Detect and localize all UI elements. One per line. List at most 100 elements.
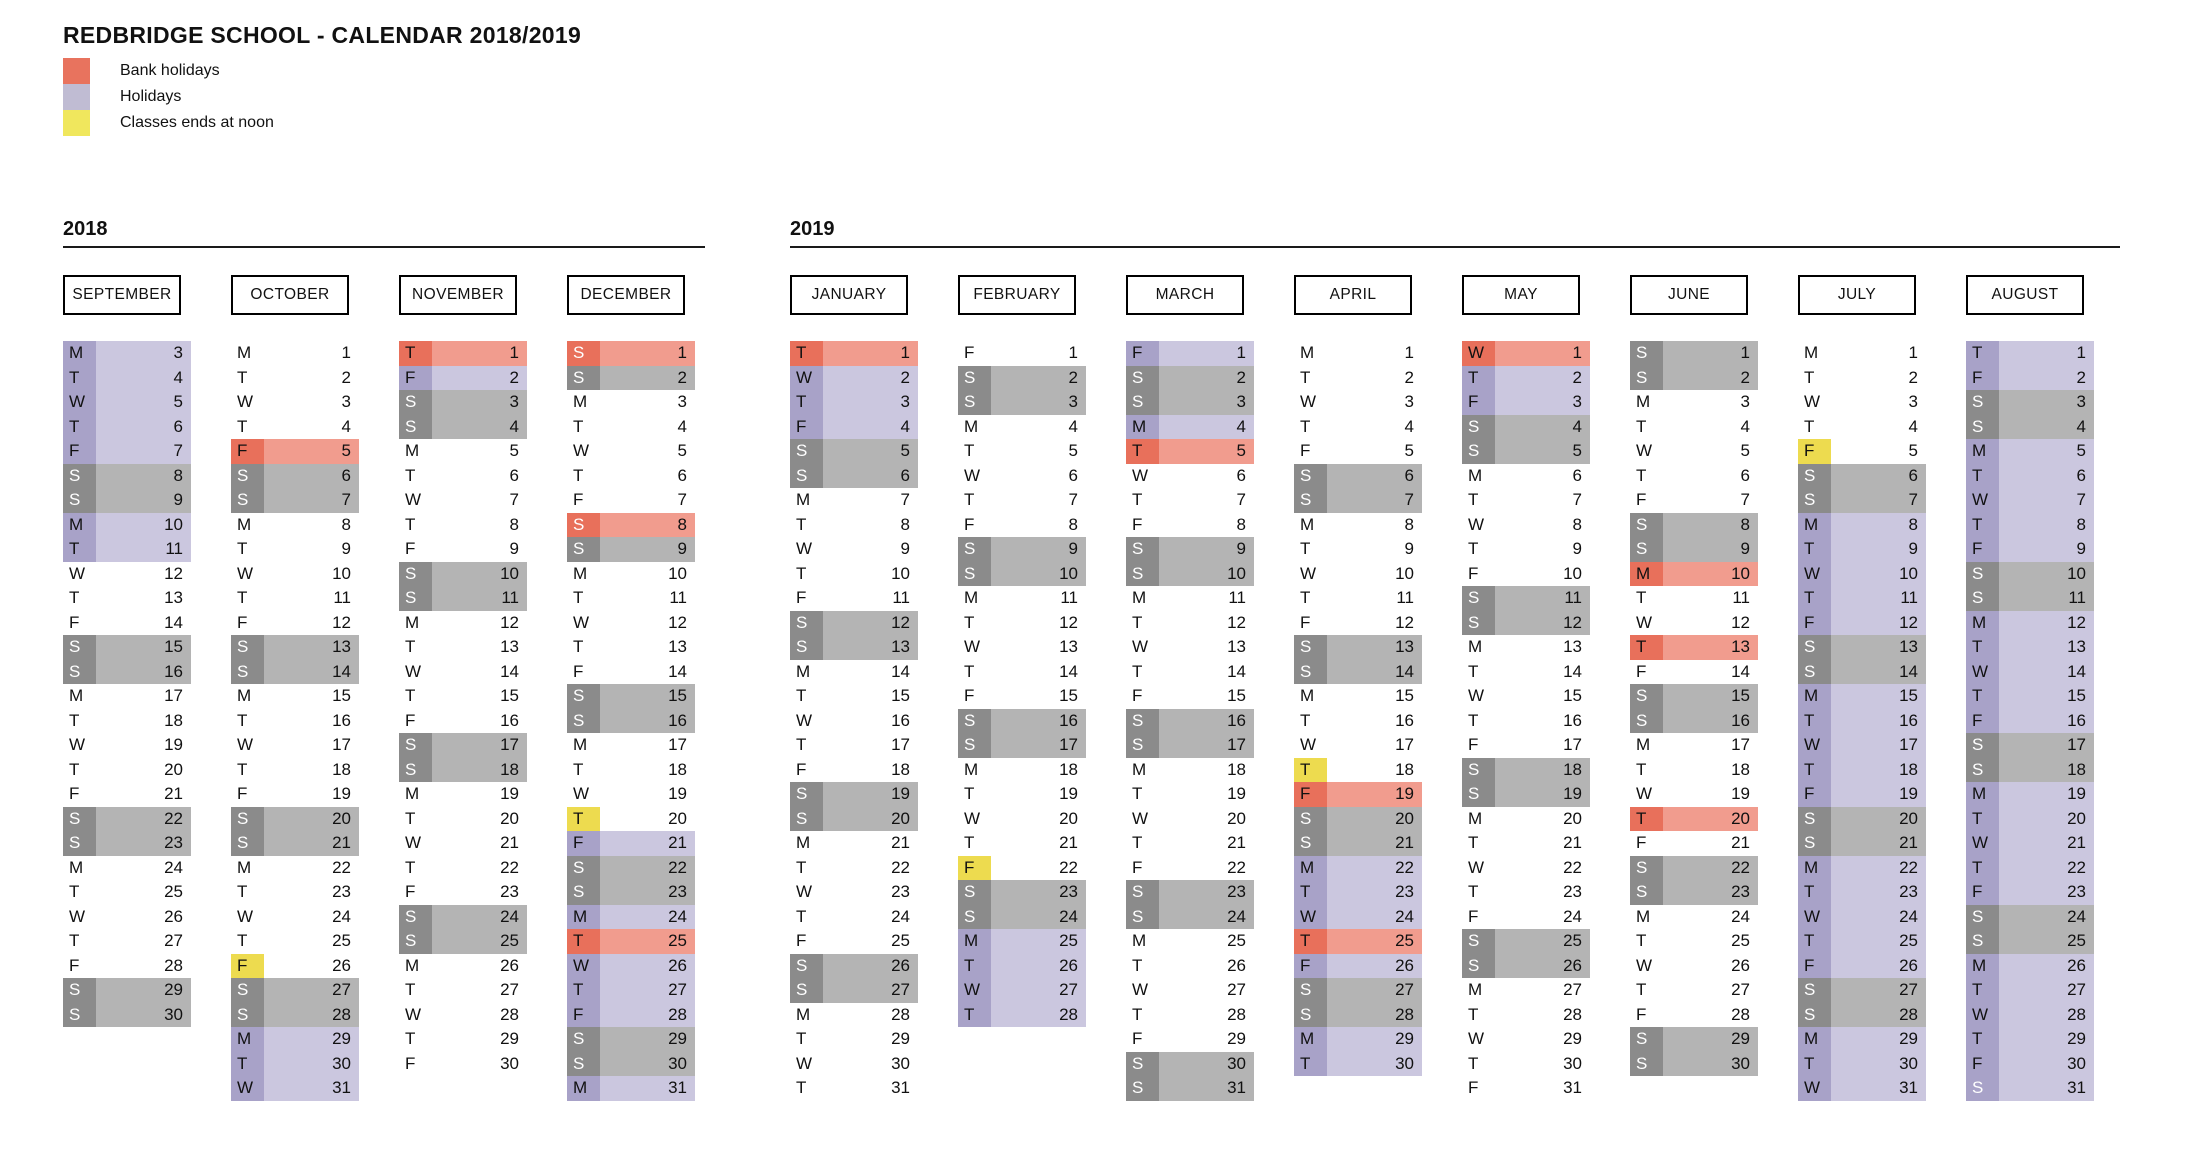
day-number-cell: 2 [1908, 367, 1918, 387]
day-letter-cell: S [1630, 708, 1663, 733]
day-row: M 26 [1966, 953, 2094, 978]
day-row: W 21 [399, 831, 527, 856]
day-row: T 23 [1798, 880, 1926, 905]
day-letter-cell: T [1804, 367, 1815, 387]
day-letter-cell: W [69, 735, 86, 755]
day-row: W 15 [1462, 684, 1590, 709]
day-letter-cell: T [237, 759, 248, 779]
day-letter-cell: T [1468, 833, 1479, 853]
day-number-cell: 24 [1327, 904, 1422, 929]
day-letter-cell: W [69, 563, 86, 583]
month-column-june: JUNE S 1 S 2 M 3 T 4 W 5 T 6 F 7 S 8 S 9 M 10 T 11 W 12 T 13 F 14 S 15… [1630, 275, 1758, 1101]
month-days: T 1 W 2 T 3 F 4 S 5 S 6 M 7 T 8 W 9 T 10 F 11 S 12 S 13 M 14 T 15 W 16 T… [790, 341, 918, 1101]
day-letter-cell: W [1966, 488, 1999, 513]
day-number-cell: 9 [96, 488, 191, 513]
day-letter-cell: T [1636, 416, 1647, 436]
day-number-cell: 22 [1227, 857, 1246, 877]
day-row: W 28 [399, 1003, 527, 1028]
day-letter-cell: W [405, 490, 422, 510]
day-row: S 18 [1462, 757, 1590, 782]
day-letter-cell: T [1300, 539, 1311, 559]
day-row: S 20 [790, 806, 918, 831]
day-letter-cell: T [405, 465, 416, 485]
day-number-cell: 4 [341, 416, 351, 436]
day-row: S 19 [1462, 782, 1590, 807]
day-row: S 26 [790, 953, 918, 978]
day-letter-cell: S [1966, 733, 1999, 758]
day-number-cell: 21 [1731, 833, 1750, 853]
day-letter-cell: S [1630, 1051, 1663, 1076]
day-number-cell: 29 [600, 1027, 695, 1052]
day-row: T 11 [63, 537, 191, 562]
day-row: W 20 [958, 807, 1086, 832]
day-number-cell: 28 [1327, 1002, 1422, 1027]
day-number-cell: 23 [891, 882, 910, 902]
day-number-cell: 10 [96, 512, 191, 537]
day-number-cell: 28 [1999, 1002, 2094, 1027]
day-letter-cell: T [796, 906, 807, 926]
day-letter-cell: S [1294, 463, 1327, 488]
day-letter-cell: F [69, 612, 80, 632]
day-row: W 12 [567, 611, 695, 636]
day-number-cell: 11 [1495, 586, 1590, 611]
day-letter-cell: T [1468, 1004, 1479, 1024]
day-letter-cell: S [1630, 855, 1663, 880]
day-number-cell: 27 [500, 980, 519, 1000]
day-letter-cell: T [964, 661, 975, 681]
day-number-cell: 25 [600, 929, 695, 954]
day-letter-cell: M [237, 857, 252, 877]
day-row: T 11 [1294, 586, 1422, 611]
month-days: F 1 S 2 S 3 M 4 T 5 W 6 T 7 F 8 S 9 S 10 M 11 T 12 W 13 T 14 F 15 S 16 S… [958, 341, 1086, 1027]
day-number-cell: 16 [1831, 708, 1926, 733]
day-number-cell: 25 [1831, 929, 1926, 954]
day-number-cell: 21 [1563, 833, 1582, 853]
day-row: T 27 [399, 978, 527, 1003]
day-letter-cell: W [1132, 465, 1149, 485]
day-row: T 21 [1126, 831, 1254, 856]
day-number-cell: 22 [600, 855, 695, 880]
day-number-cell: 25 [1731, 931, 1750, 951]
day-row: F 10 [1462, 562, 1590, 587]
day-number-cell: 14 [1227, 661, 1246, 681]
day-number-cell: 30 [1831, 1051, 1926, 1076]
day-number-cell: 11 [1228, 588, 1246, 608]
day-row: T 30 [231, 1051, 359, 1076]
day-number-cell: 5 [509, 441, 519, 461]
day-row: F 26 [231, 953, 359, 978]
day-letter-cell: F [964, 343, 975, 363]
day-row: W 12 [63, 562, 191, 587]
day-letter-cell: S [1126, 708, 1159, 733]
month-header: NOVEMBER [399, 275, 517, 315]
day-row: T 23 [231, 880, 359, 905]
day-letter-cell: T [1468, 710, 1479, 730]
day-number-cell: 13 [1663, 635, 1758, 660]
day-letter-cell: M [237, 343, 252, 363]
day-row: M 12 [399, 611, 527, 636]
day-letter-cell: S [790, 978, 823, 1003]
legend-item-bank-holidays: Bank holidays [63, 58, 274, 84]
day-row: S 15 [63, 635, 191, 660]
day-letter-cell: M [405, 784, 420, 804]
day-number-cell: 21 [500, 833, 519, 853]
day-letter-cell: M [1966, 439, 1999, 464]
day-letter-cell: S [1966, 757, 1999, 782]
day-number-cell: 26 [164, 906, 183, 926]
day-number-cell: 12 [1999, 610, 2094, 635]
day-row: M 29 [231, 1027, 359, 1052]
month-column-november: NOVEMBER T 1 F 2 S 3 S 4 M 5 T 6 W 7 T 8 F 9 S 10 S 11 M 12 T 13 W 1… [399, 275, 527, 1101]
day-number-cell: 4 [1159, 414, 1254, 439]
day-number-cell: 12 [1495, 610, 1590, 635]
day-number-cell: 22 [1831, 855, 1926, 880]
day-number-cell: 28 [264, 1002, 359, 1027]
month-header: MAY [1462, 275, 1580, 315]
day-number-cell: 17 [1731, 735, 1750, 755]
legend: Bank holidays Holidays Classes ends at n… [63, 58, 274, 136]
day-number-cell: 30 [1563, 1053, 1582, 1073]
